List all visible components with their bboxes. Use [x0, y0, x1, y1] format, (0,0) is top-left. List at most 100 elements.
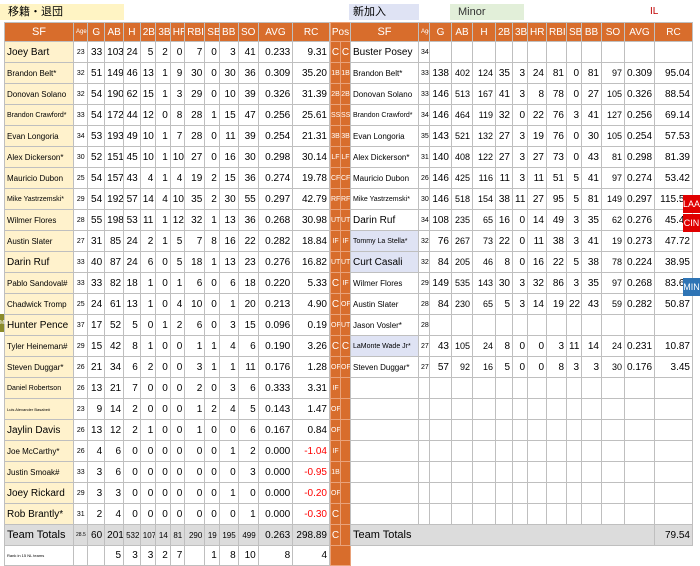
col-header-so: SO: [601, 22, 625, 42]
stat-cell: 1: [139, 272, 157, 294]
empty-cell: [429, 419, 452, 441]
player-name: Donovan Solano: [350, 83, 419, 105]
stat-cell: 0: [204, 314, 220, 336]
pos-cell: C: [330, 272, 341, 294]
stat-cell: 8: [204, 230, 220, 252]
stat-cell: 3.31: [292, 377, 330, 399]
pos-cell: UT: [330, 251, 341, 273]
stat-cell: 105: [601, 83, 625, 105]
stat-cell: 43: [123, 167, 141, 189]
stat-cell: 3: [218, 314, 239, 336]
stat-cell: 19: [527, 125, 547, 147]
player-age: 34: [72, 125, 89, 147]
pos-cell: OF: [330, 356, 341, 378]
stat-cell: 14: [139, 188, 157, 210]
stat-cell: 0: [155, 335, 171, 357]
player-name: Buster Posey: [350, 41, 419, 63]
stat-cell: 14: [527, 209, 547, 231]
empty-cell: [654, 419, 693, 441]
stat-cell: 0: [155, 293, 171, 315]
empty-cell: [495, 482, 513, 504]
stat-cell: 21: [87, 356, 106, 378]
empty-cell: [527, 503, 547, 525]
col-header-sb: SB: [566, 22, 582, 42]
stat-cell: -0.30: [292, 503, 330, 525]
stat-cell: 0.309: [624, 62, 655, 84]
stat-cell: 16: [495, 209, 513, 231]
empty-cell: [601, 377, 625, 399]
empty-cell: [350, 503, 419, 525]
stat-cell: 11: [566, 335, 582, 357]
empty-cell: [581, 419, 602, 441]
stat-cell: 10.87: [654, 335, 693, 357]
stat-cell: 24: [601, 335, 625, 357]
player-age: 33: [72, 461, 89, 483]
col-header-avg: AVG: [624, 22, 655, 42]
total-cell: 195: [218, 524, 239, 546]
stat-cell: 86: [546, 272, 567, 294]
stat-cell: 0.326: [257, 83, 294, 105]
pos-row: C: [330, 503, 351, 525]
player-name: Rob Brantly*: [4, 503, 74, 525]
stat-cell: 2: [123, 398, 141, 420]
pos-row: UT UT: [330, 209, 351, 231]
stat-cell: 38.95: [654, 251, 693, 273]
pos-header: Pos: [330, 22, 351, 42]
col-header-so: SO: [237, 22, 259, 42]
player-row: Luis Alexander Basabe# 23 9 14 2 0 0 0 1 2 4 5 0.143…: [4, 398, 330, 420]
empty-cell: [350, 398, 419, 420]
stat-cell: 10: [169, 146, 186, 168]
stat-cell: 18.84: [292, 230, 330, 252]
stat-cell: 52: [87, 146, 106, 168]
player-row: Austin Slater 27 31 85 24 2 1 5 7 8 16 22 0.282 18.84: [4, 230, 330, 252]
pos-row: OF OF: [330, 356, 351, 378]
stat-cell: 119: [472, 104, 496, 126]
stat-cell: 124: [472, 62, 496, 84]
stat-cell: 0: [204, 83, 220, 105]
pos-cell: IF: [340, 230, 351, 252]
stat-cell: 5: [495, 356, 513, 378]
stat-cell: 0.231: [624, 335, 655, 357]
stat-cell: 24: [123, 251, 141, 273]
stat-cell: 81: [581, 62, 602, 84]
stat-cell: 76: [546, 125, 567, 147]
rank-cell: 1: [204, 545, 220, 566]
player-age: 32: [72, 83, 89, 105]
empty-cell: [566, 503, 582, 525]
player-row: Steven Duggar* 26 21 34 6 2 0 0 3 1 1 11 0.176 1.28: [4, 356, 330, 378]
player-name: Joey Bart: [4, 41, 74, 63]
pos-cell: [340, 461, 351, 483]
stat-cell: 0: [566, 83, 582, 105]
rank-cell: [350, 545, 693, 565]
stat-cell: 2: [204, 398, 220, 420]
stat-cell: [429, 314, 452, 336]
stat-cell: 24: [123, 230, 141, 252]
stat-cell: 2: [237, 440, 259, 462]
stat-cell: 1: [218, 482, 239, 504]
rank-cell: 3: [139, 545, 157, 566]
stat-cell: 0: [204, 146, 220, 168]
player-name: Curt Casali: [350, 251, 419, 273]
stat-cell: [451, 314, 473, 336]
stat-cell: [472, 314, 496, 336]
stat-cell: 41: [237, 41, 259, 63]
empty-cell: [418, 482, 430, 504]
stat-cell: 31: [87, 230, 106, 252]
stat-cell: 1: [204, 209, 220, 231]
stat-cell: 0: [155, 482, 171, 504]
stat-cell: 3: [87, 482, 106, 504]
stat-cell: 0: [184, 440, 206, 462]
empty-cell: [527, 440, 547, 462]
stat-cell: 1: [204, 356, 220, 378]
player-name: Mike Yastrzemski*: [350, 188, 419, 210]
stat-cell: 0.273: [624, 230, 655, 252]
stat-cell: 84: [429, 251, 452, 273]
stat-cell: 4: [169, 293, 186, 315]
col-header-2b: 2B: [495, 22, 513, 42]
rank-row: [350, 545, 693, 565]
stat-cell: 11: [512, 188, 528, 210]
stat-cell: 0.326: [624, 83, 655, 105]
stat-cell: 30: [218, 188, 239, 210]
stat-cell: 27: [495, 125, 513, 147]
stat-cell: 20: [237, 293, 259, 315]
